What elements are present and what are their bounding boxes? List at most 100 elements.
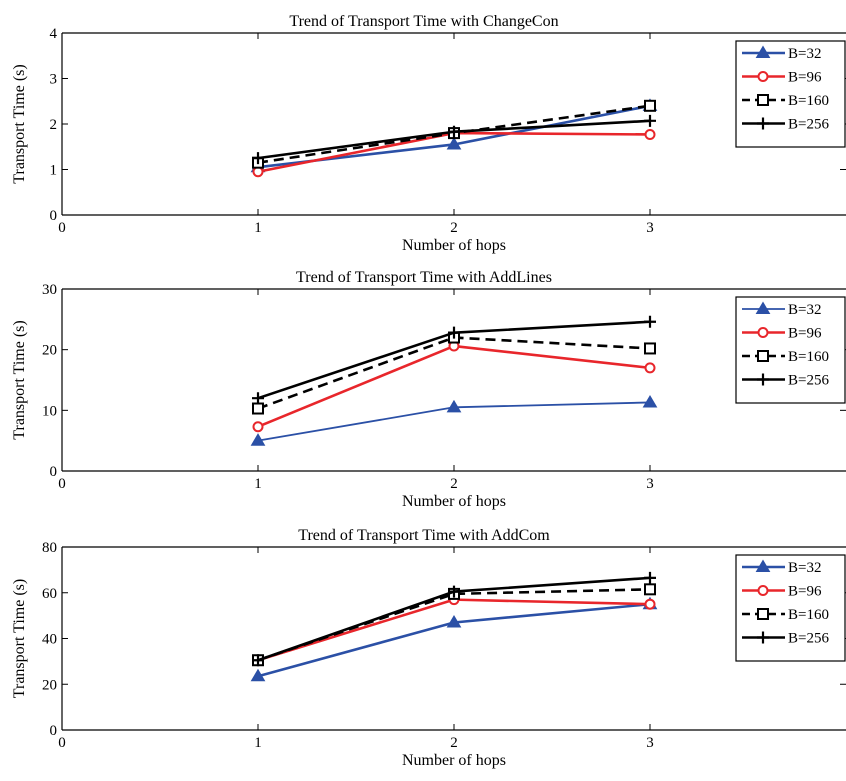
legend-marker xyxy=(757,327,769,338)
legend-box xyxy=(735,554,846,662)
x-tick-label: 1 xyxy=(254,735,262,751)
data-point xyxy=(644,128,656,140)
data-point xyxy=(250,433,266,446)
data-point xyxy=(644,583,656,596)
series-b-96 xyxy=(252,340,656,433)
subplot-1: Trend of Transport Time with ChangeCon 0 1… xyxy=(11,13,846,254)
y-tick-label: 0 xyxy=(50,208,58,224)
y-tick-label: 2 xyxy=(50,117,58,133)
data-point xyxy=(644,571,656,584)
legend: B=32 B=96 B=160 B=256 xyxy=(735,40,846,148)
data-point xyxy=(642,394,658,408)
y-axis-label: Transport Time (s) xyxy=(11,64,28,183)
y-tick-label: 4 xyxy=(50,26,58,42)
legend-marker xyxy=(755,45,771,59)
x-tick-label: 2 xyxy=(450,735,458,751)
x-tick-label: 1 xyxy=(254,476,262,492)
legend-label: B=32 xyxy=(788,560,821,576)
legend: B=32 B=96 B=160 B=256 xyxy=(735,296,846,404)
y-tick-label: 20 xyxy=(42,343,57,359)
legend-marker xyxy=(757,350,769,362)
legend-marker xyxy=(757,585,769,596)
data-point xyxy=(252,421,264,433)
series-b-256 xyxy=(252,571,656,667)
x-axis-label: Number of hops xyxy=(402,752,506,769)
data-point xyxy=(644,114,656,127)
legend-label: B=256 xyxy=(788,631,829,647)
data-point xyxy=(446,136,462,150)
subplot-2: Trend of Transport Time with AddLines010… xyxy=(11,269,846,510)
x-axis-label: Number of hops xyxy=(402,237,506,254)
y-tick-label: 0 xyxy=(50,464,58,480)
legend-marker xyxy=(757,117,769,130)
x-tick-label: 2 xyxy=(450,220,458,236)
data-point xyxy=(252,392,264,405)
data-point xyxy=(252,152,264,165)
y-tick-label: 0 xyxy=(50,723,58,739)
legend-label: B=96 xyxy=(788,70,822,86)
legend-marker xyxy=(755,301,771,315)
y-tick-label: 60 xyxy=(42,586,57,602)
data-point xyxy=(644,598,656,610)
legend-label: B=96 xyxy=(788,326,822,342)
subplot-3: Trend of Transport Time with AddCom02040… xyxy=(11,527,846,769)
data-point xyxy=(252,402,264,415)
data-point xyxy=(644,362,656,374)
y-axis-label: Transport Time (s) xyxy=(11,320,28,439)
x-tick-label: 3 xyxy=(646,476,654,492)
x-axis-label: Number of hops xyxy=(402,493,506,510)
legend: B=32 B=96 B=160 B=256 xyxy=(735,554,846,662)
series-b-256 xyxy=(252,114,656,165)
legend-marker xyxy=(757,373,769,386)
legend-box xyxy=(735,40,846,148)
series-b-96 xyxy=(252,594,656,666)
x-tick-label: 3 xyxy=(646,220,654,236)
y-tick-label: 3 xyxy=(50,72,58,88)
y-tick-label: 10 xyxy=(42,403,57,419)
y-tick-label: 30 xyxy=(42,282,57,298)
data-point xyxy=(644,342,656,355)
y-tick-label: 80 xyxy=(42,540,57,556)
x-tick-label: 1 xyxy=(254,220,262,236)
x-tick-label: 0 xyxy=(58,735,66,751)
data-point xyxy=(448,125,460,138)
legend-label: B=160 xyxy=(788,607,829,623)
series-b-256 xyxy=(252,315,656,405)
data-point xyxy=(252,654,264,667)
legend-marker xyxy=(757,71,769,82)
data-point xyxy=(644,315,656,328)
series-line xyxy=(257,344,651,428)
chart-title: Trend of Transport Time with ChangeCon xyxy=(289,13,558,30)
x-tick-label: 0 xyxy=(58,476,66,492)
legend-label: B=256 xyxy=(788,373,829,389)
legend-label: B=96 xyxy=(788,584,822,600)
x-tick-label: 2 xyxy=(450,476,458,492)
legend-label: B=32 xyxy=(788,302,821,318)
x-tick-label: 0 xyxy=(58,220,66,236)
series-b-32 xyxy=(250,596,658,682)
legend-marker xyxy=(755,559,771,573)
series-b-32 xyxy=(250,394,658,446)
data-point xyxy=(644,99,656,112)
data-point xyxy=(446,615,462,628)
data-point xyxy=(250,668,266,682)
legend-marker xyxy=(757,631,769,644)
data-point xyxy=(446,399,462,413)
y-tick-label: 20 xyxy=(42,677,57,693)
legend-label: B=160 xyxy=(788,93,829,109)
legend-label: B=32 xyxy=(788,46,821,62)
data-point xyxy=(448,585,460,598)
x-tick-label: 3 xyxy=(646,735,654,751)
legend-marker xyxy=(757,608,769,620)
data-point xyxy=(448,326,460,339)
y-axis-label: Transport Time (s) xyxy=(11,579,28,698)
chart-title: Trend of Transport Time with AddCom xyxy=(298,527,550,544)
legend-label: B=256 xyxy=(788,117,829,133)
y-tick-label: 40 xyxy=(42,632,57,648)
y-tick-label: 1 xyxy=(50,163,58,179)
legend-marker xyxy=(757,94,769,106)
legend-box xyxy=(735,296,846,404)
legend-label: B=160 xyxy=(788,349,829,365)
chart-title: Trend of Transport Time with AddLines xyxy=(296,269,552,286)
